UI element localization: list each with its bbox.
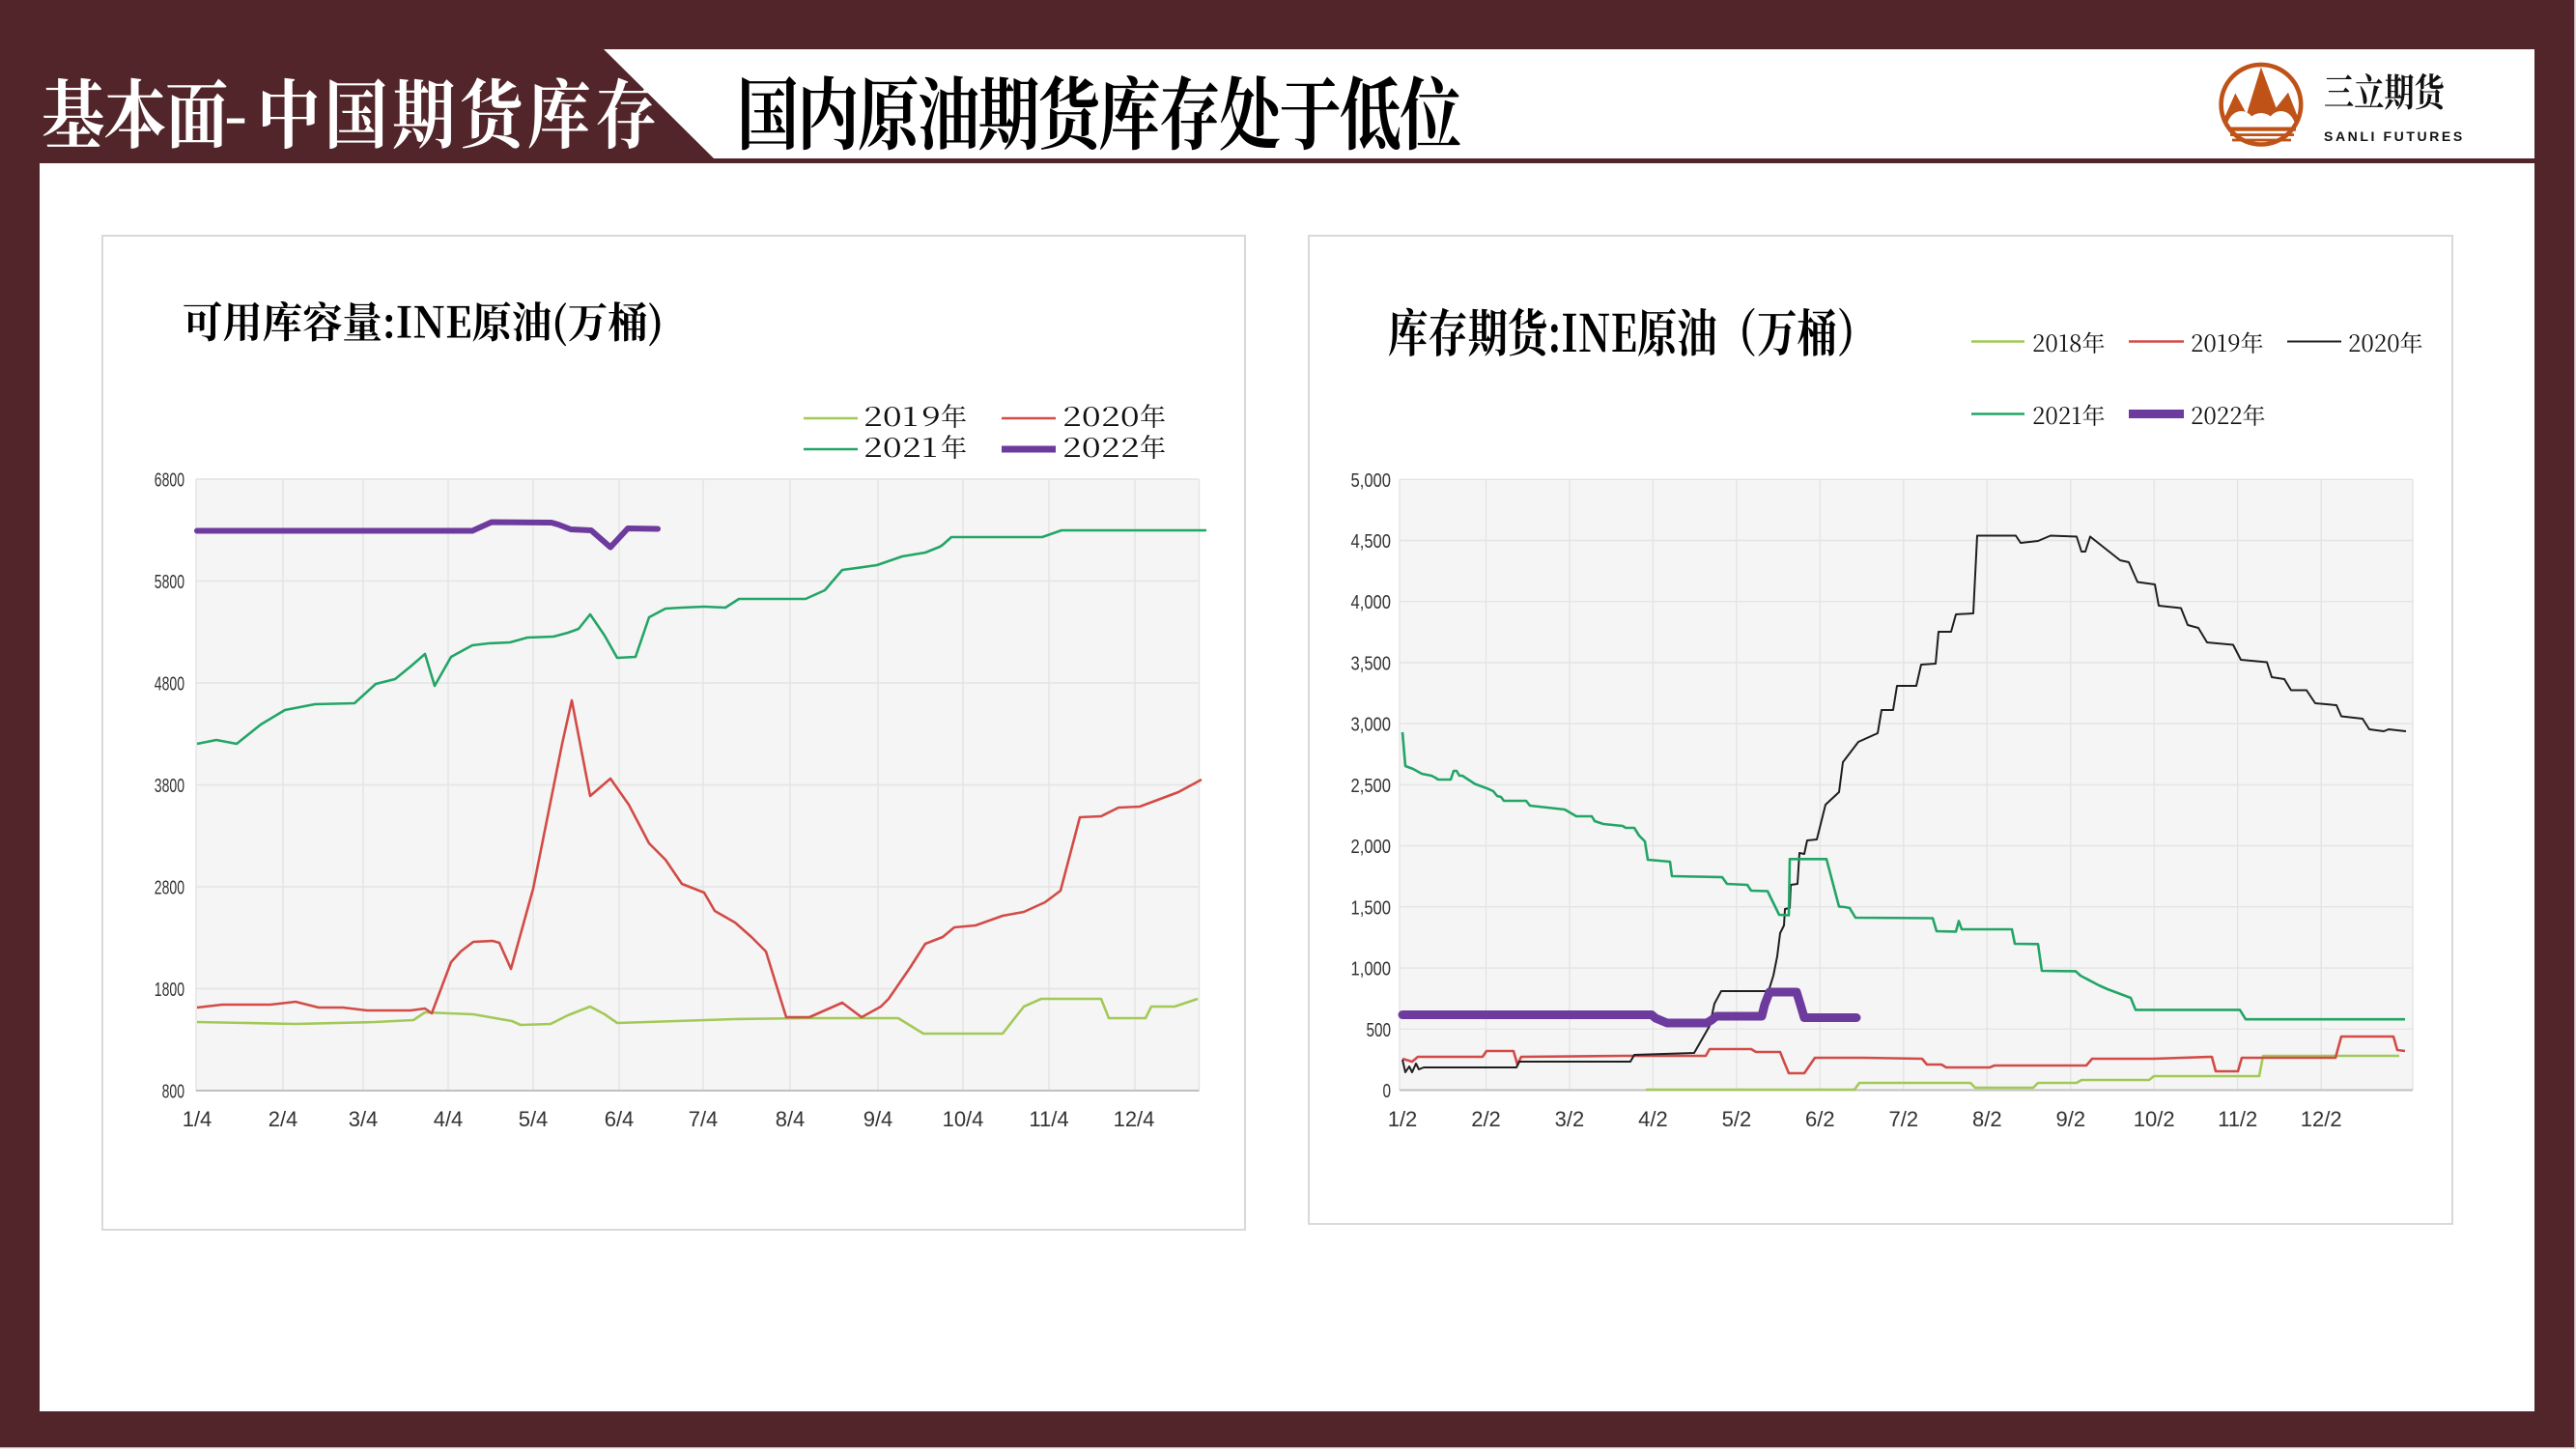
svg-text:12/4: 12/4 bbox=[1114, 1107, 1155, 1131]
svg-text:4,500: 4,500 bbox=[1351, 530, 1392, 553]
svg-text:1,500: 1,500 bbox=[1351, 896, 1392, 919]
svg-text:6/2: 6/2 bbox=[1805, 1107, 1835, 1131]
svg-text:9/4: 9/4 bbox=[863, 1107, 893, 1131]
svg-text:2,500: 2,500 bbox=[1351, 775, 1392, 797]
svg-text:2800: 2800 bbox=[155, 877, 184, 899]
svg-text:7/2: 7/2 bbox=[1889, 1107, 1919, 1131]
svg-text:8/4: 8/4 bbox=[776, 1107, 806, 1131]
svg-text:11/4: 11/4 bbox=[1029, 1107, 1068, 1131]
svg-text:4,000: 4,000 bbox=[1351, 591, 1392, 613]
svg-text:12/2: 12/2 bbox=[2301, 1107, 2342, 1131]
svg-text:1/2: 1/2 bbox=[1388, 1107, 1418, 1131]
svg-text:8/2: 8/2 bbox=[1972, 1107, 2002, 1131]
svg-text:5/4: 5/4 bbox=[519, 1107, 549, 1131]
svg-text:3800: 3800 bbox=[155, 775, 184, 797]
svg-text:6800: 6800 bbox=[155, 469, 184, 492]
svg-text:7/4: 7/4 bbox=[689, 1107, 719, 1131]
svg-text:3/4: 3/4 bbox=[349, 1107, 379, 1131]
svg-text:500: 500 bbox=[1367, 1019, 1392, 1041]
svg-text:2/2: 2/2 bbox=[1471, 1107, 1501, 1131]
svg-text:5,000: 5,000 bbox=[1351, 469, 1392, 492]
svg-text:3,500: 3,500 bbox=[1351, 653, 1392, 675]
svg-text:800: 800 bbox=[162, 1081, 184, 1103]
svg-text:10/2: 10/2 bbox=[2134, 1107, 2175, 1131]
svg-text:1800: 1800 bbox=[155, 979, 184, 1001]
svg-text:9/2: 9/2 bbox=[2056, 1107, 2086, 1131]
svg-text:4/2: 4/2 bbox=[1638, 1107, 1668, 1131]
svg-text:10/4: 10/4 bbox=[943, 1107, 984, 1131]
svg-text:3,000: 3,000 bbox=[1351, 714, 1392, 736]
svg-text:2/4: 2/4 bbox=[269, 1107, 298, 1131]
svg-text:SANLI FUTURES: SANLI FUTURES bbox=[2324, 128, 2465, 144]
svg-text:3/2: 3/2 bbox=[1555, 1107, 1585, 1131]
svg-text:5800: 5800 bbox=[155, 571, 184, 593]
svg-text:4800: 4800 bbox=[155, 673, 184, 696]
svg-text:1/4: 1/4 bbox=[183, 1107, 212, 1131]
svg-text:2,000: 2,000 bbox=[1351, 836, 1392, 858]
svg-text:5/2: 5/2 bbox=[1722, 1107, 1752, 1131]
svg-text:0: 0 bbox=[1383, 1080, 1392, 1102]
svg-text:1,000: 1,000 bbox=[1351, 958, 1392, 980]
svg-text:6/4: 6/4 bbox=[605, 1107, 635, 1131]
svg-text:4/4: 4/4 bbox=[434, 1107, 464, 1131]
svg-text:11/2: 11/2 bbox=[2218, 1107, 2257, 1131]
